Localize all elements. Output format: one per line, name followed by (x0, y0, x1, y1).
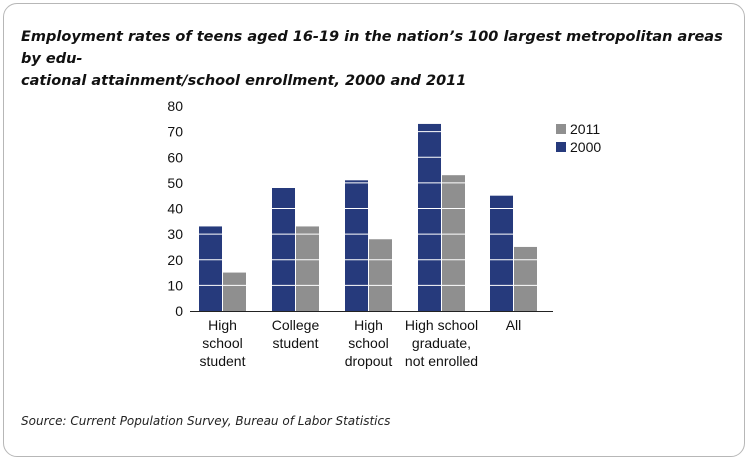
x-tick-label: High school graduate, not enrolled (405, 317, 478, 369)
x-tick-label: High school dropout (345, 317, 393, 369)
bar-2011-2 (369, 239, 392, 311)
legend-label-2011: 2011 (570, 121, 600, 137)
x-tick-label: High school student (200, 317, 246, 369)
bar-2011-1 (296, 226, 319, 311)
bar-2000-1 (272, 188, 295, 311)
bar-2011-0 (223, 272, 246, 311)
y-tick-label: 40 (167, 201, 183, 217)
chart-title-line-2: cational attainment/school enrollment, 2… (21, 73, 467, 89)
legend-swatch-2011 (556, 124, 566, 134)
x-tick-label: All (506, 317, 522, 333)
y-tick-label: 30 (167, 226, 183, 242)
bar-2000-3 (418, 123, 441, 311)
y-tick-label: 10 (167, 277, 183, 293)
legend-swatch-2000 (556, 142, 566, 152)
chart-title-line-1: Employment rates of teens aged 16-19 in … (21, 29, 723, 67)
source-note: Source: Current Population Survey, Burea… (21, 414, 391, 428)
y-tick-label: 70 (167, 124, 183, 140)
y-tick-label: 60 (167, 149, 183, 165)
legend-label-2000: 2000 (570, 139, 601, 155)
bar-2000-4 (490, 195, 513, 311)
chart-frame (3, 3, 745, 457)
chart-title: Employment rates of teens aged 16-19 in … (21, 26, 731, 92)
bar-2011-3 (442, 175, 465, 311)
bar-2000-2 (345, 180, 368, 311)
bar-2000-0 (199, 226, 222, 311)
y-tick-label: 20 (167, 252, 183, 268)
y-tick-label: 0 (175, 303, 183, 319)
bar-2011-4 (514, 246, 537, 311)
y-tick-label: 50 (167, 175, 183, 191)
x-tick-label: College student (272, 317, 320, 351)
y-tick-label: 80 (167, 98, 183, 114)
